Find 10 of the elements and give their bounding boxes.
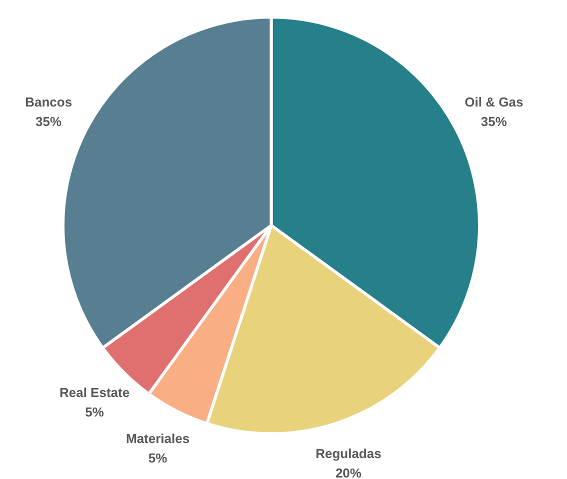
slice-label: Oil & Gas xyxy=(464,94,524,110)
slice-label: Real Estate xyxy=(59,384,130,400)
slice-label: Materiales xyxy=(126,430,190,446)
slice-label: Bancos xyxy=(25,94,72,110)
data-label: 35% xyxy=(36,114,62,130)
slice-label: Reguladas xyxy=(316,446,382,461)
data-label: 5% xyxy=(85,404,104,420)
data-label: 35% xyxy=(480,114,508,130)
data-label: 20% xyxy=(335,465,362,479)
data-label: 5% xyxy=(148,450,168,466)
